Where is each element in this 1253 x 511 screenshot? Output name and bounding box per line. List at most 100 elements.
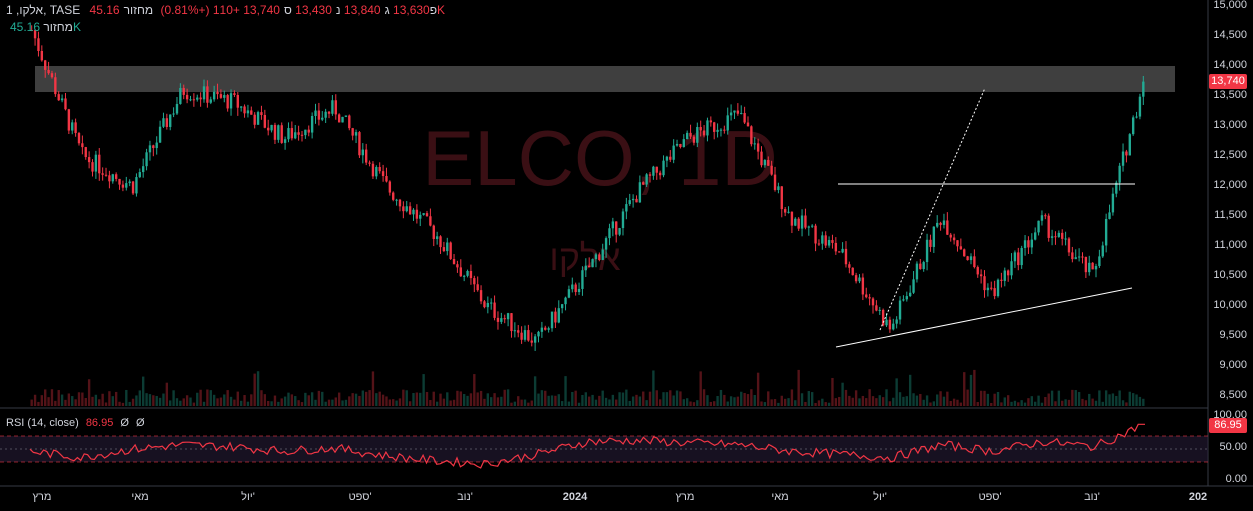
volume-bar	[111, 396, 114, 406]
volume-bar	[601, 390, 604, 406]
volume-bar	[142, 376, 145, 406]
candle-body	[932, 226, 936, 247]
volume-bar	[527, 402, 530, 406]
candle-body	[1017, 252, 1020, 266]
last-price-tag: 13,740	[1209, 74, 1247, 89]
price-axis-tick: 11,500	[1214, 209, 1247, 221]
volume-bar	[861, 395, 865, 406]
volume-bar	[253, 373, 256, 406]
volume-bar	[1003, 397, 1006, 406]
candle-body	[983, 276, 986, 291]
volume-bar	[770, 399, 773, 406]
volume-bar	[922, 399, 925, 406]
volume-bar	[638, 396, 642, 406]
volume-bar	[1118, 390, 1121, 406]
volume-bar	[1098, 390, 1101, 406]
candle-body	[824, 235, 827, 246]
volume-bar	[767, 391, 770, 406]
symbol-label[interactable]: 1 ,אלקו, TASE	[6, 3, 81, 17]
candle-body	[206, 86, 209, 103]
volume-bar	[652, 370, 655, 406]
volume-bar	[60, 394, 64, 406]
candle-body	[182, 87, 185, 95]
volume-bar	[990, 402, 993, 406]
candle-body	[1094, 266, 1098, 270]
candle-body	[354, 132, 358, 136]
candle-body	[483, 301, 486, 308]
candle-body	[635, 198, 638, 203]
volume-bar	[800, 393, 804, 406]
candle-body	[743, 113, 746, 123]
volume-bar	[723, 394, 726, 406]
volume-bar	[1030, 396, 1033, 406]
volume-bar	[1040, 402, 1044, 406]
candle-body	[459, 267, 462, 277]
candle-body	[767, 160, 770, 166]
candle-body	[513, 330, 517, 332]
candle-body	[1030, 239, 1033, 248]
volume-bar	[915, 395, 919, 406]
volume-bar	[790, 389, 794, 406]
candle-body	[131, 181, 135, 194]
volume-bar	[196, 392, 199, 406]
volume-bar	[1135, 394, 1138, 406]
volume-bar	[185, 395, 189, 406]
candle-body	[148, 145, 152, 153]
candle-body	[790, 211, 794, 226]
candle-body	[1135, 116, 1138, 118]
volume-bar	[662, 392, 665, 406]
candle-body	[351, 128, 354, 136]
volume-bar	[233, 399, 236, 406]
volume-bar	[537, 393, 540, 406]
volume-bar	[337, 392, 341, 406]
volume-bar	[216, 398, 219, 406]
volume-bar	[533, 376, 537, 406]
volume-bar	[479, 390, 483, 406]
candle-body	[577, 288, 581, 293]
candle-body	[1131, 117, 1135, 135]
volume-bar	[392, 399, 395, 406]
candle-body	[395, 199, 398, 201]
volume-bar	[500, 396, 503, 406]
rsi-legend[interactable]: RSI (14, close) 86.95 Ø Ø	[6, 417, 145, 429]
candle-body	[1064, 238, 1067, 240]
volume-bar	[658, 399, 662, 406]
volume-bar	[324, 401, 327, 406]
candle-body	[94, 154, 98, 172]
close-value: 13,740	[243, 3, 280, 17]
volume-bar	[645, 400, 648, 406]
volume-bar	[841, 382, 844, 406]
candle-body	[479, 290, 483, 302]
volume-bar	[753, 394, 756, 406]
candle-body	[408, 206, 412, 215]
volume-bar	[30, 399, 33, 406]
volume-bar	[1057, 390, 1061, 406]
time-axis-tick: יול'	[241, 491, 255, 503]
candle-body	[84, 147, 87, 158]
volume-bar	[280, 398, 283, 406]
candle-body	[280, 125, 283, 143]
candle-body	[388, 181, 392, 193]
volume-bar	[669, 390, 672, 406]
volume-bar	[37, 401, 40, 406]
candle-body	[1121, 151, 1125, 166]
candle-body	[104, 174, 108, 176]
candle-body	[895, 319, 898, 324]
volume-bar	[905, 396, 908, 406]
volume-bar	[713, 401, 716, 406]
candle-body	[1084, 257, 1088, 273]
volume-bar	[1091, 398, 1094, 406]
volume-legend[interactable]: מחזור 45.16K	[6, 20, 81, 34]
volume-bar	[226, 390, 229, 406]
candle-body	[834, 242, 838, 252]
price-axis-tick: 10,500	[1213, 269, 1247, 281]
volume-bar	[108, 391, 111, 406]
candle-body	[118, 178, 121, 185]
candle-body	[574, 284, 577, 293]
candle-body	[331, 100, 334, 114]
candle-body	[341, 116, 344, 123]
volume-bar	[642, 391, 645, 406]
candle-body	[827, 240, 831, 246]
